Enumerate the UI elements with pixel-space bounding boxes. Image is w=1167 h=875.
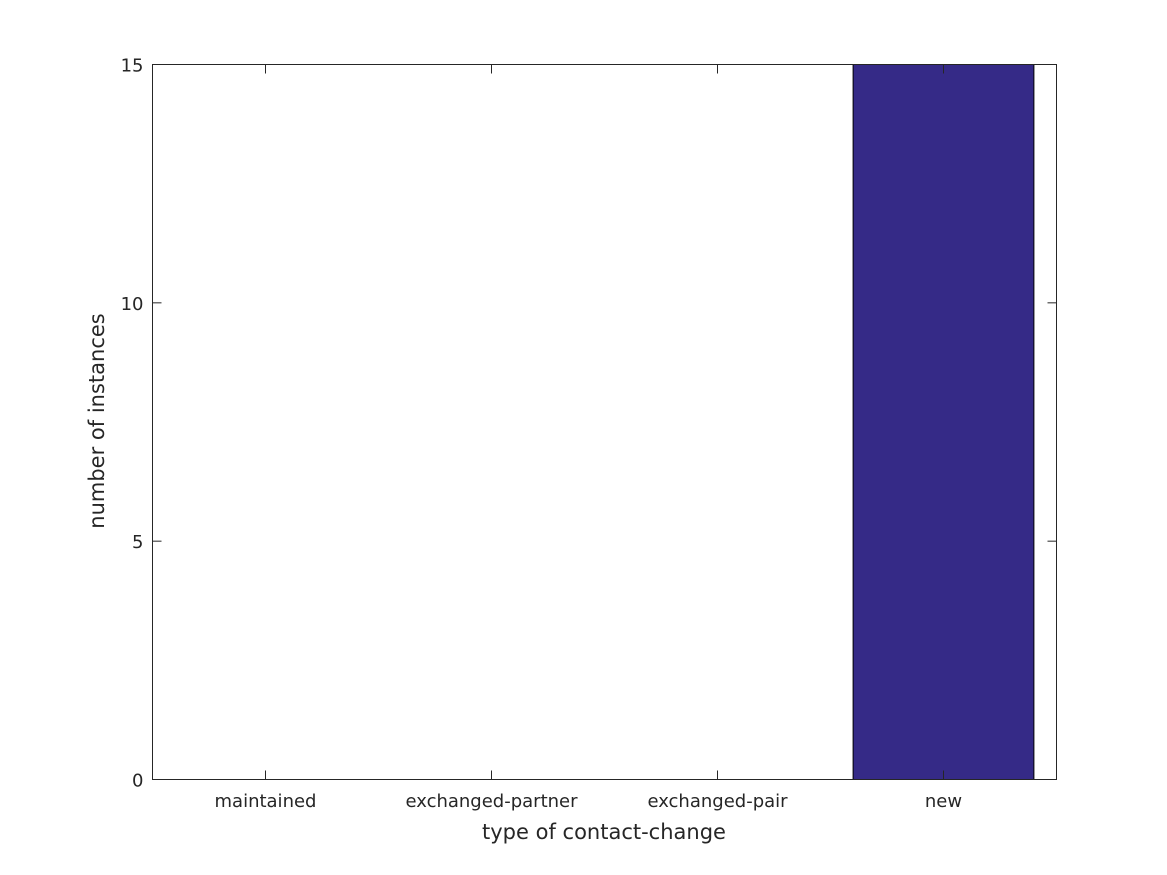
x-tick-label: exchanged-partner [405,791,578,812]
bar-new [852,64,1035,780]
x-axis-label: type of contact-change [482,820,726,844]
y-axis-label: number of instances [85,313,109,528]
bars [852,64,1035,780]
x-tick-label: exchanged-pair [647,791,788,812]
y-tick-label: 10 [121,294,144,315]
y-tick-label: 15 [121,56,144,77]
y-tick-label: 0 [132,771,143,792]
x-tick-label: new [925,791,962,812]
ticks [152,64,1057,780]
x-tick-labels: maintained exchanged-partner exchanged-pai… [215,791,963,812]
axes-box [152,64,1057,780]
y-tick-labels: 0 5 10 15 [121,56,144,792]
y-tick-label: 5 [132,532,143,553]
x-tick-label: maintained [215,791,317,812]
